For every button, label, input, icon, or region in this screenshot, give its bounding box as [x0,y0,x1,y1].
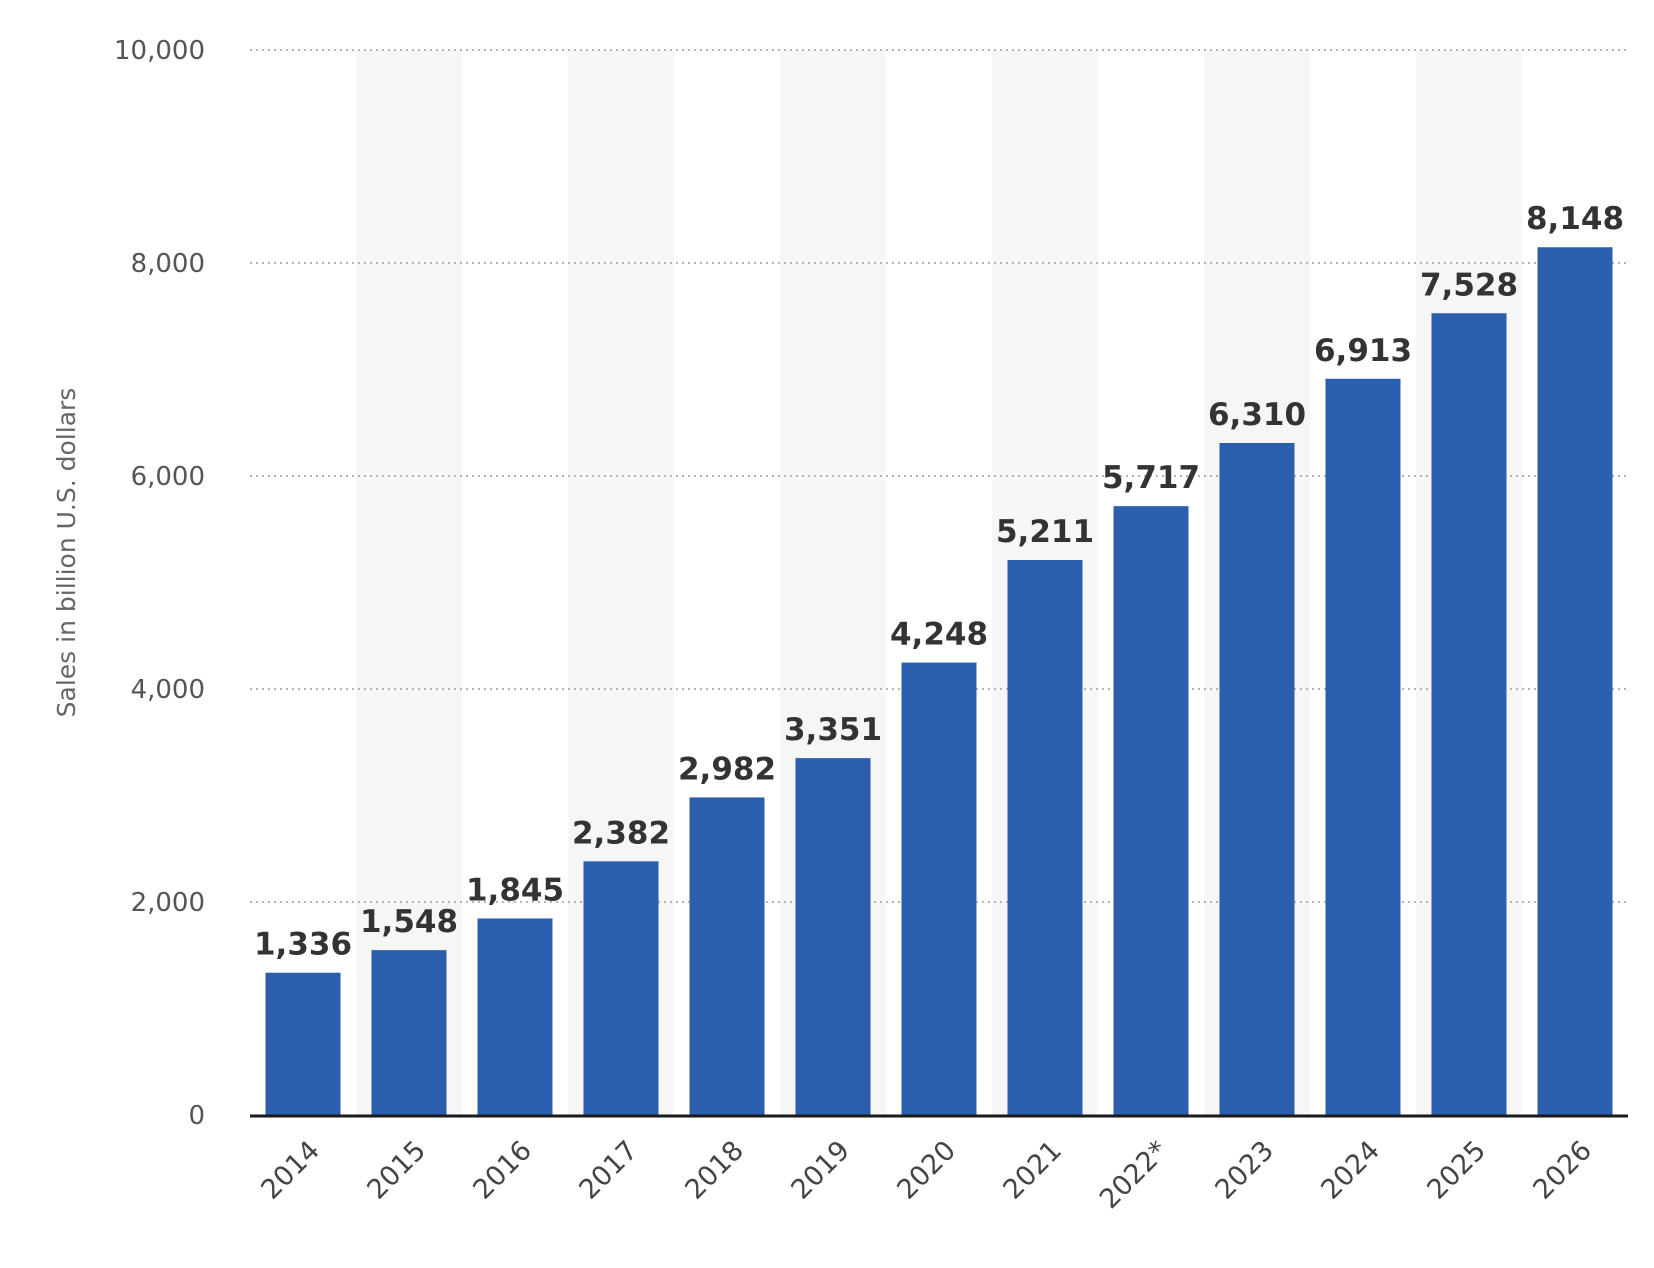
bars [265,247,1613,1115]
value-label: 5,211 [996,514,1094,550]
value-label: 6,913 [1314,333,1412,369]
value-label: 7,528 [1420,267,1518,303]
y-axis-title: Sales in billion U.S. dollars [52,388,81,718]
value-label: 2,982 [678,751,776,787]
x-tick-label: 2023 [1209,1135,1280,1206]
gridlines [250,49,1628,903]
bar [1431,313,1507,1115]
bar [1007,560,1083,1115]
x-tick-label: 2018 [679,1135,750,1206]
y-tick-label: 10,000 [114,36,205,66]
x-tick-label: 2021 [997,1135,1068,1206]
bar [1325,378,1401,1115]
bar [265,972,341,1115]
x-tick-label: 2024 [1315,1135,1386,1206]
x-tick-label: 2020 [891,1135,962,1206]
value-label: 1,845 [466,873,564,909]
bar [477,918,553,1115]
value-label: 2,382 [572,815,670,851]
y-tick-label: 6,000 [131,462,205,492]
bar [1219,442,1295,1115]
x-tick-label: 2022* [1094,1135,1174,1215]
value-label: 6,310 [1208,397,1306,433]
x-tick-label: 2017 [573,1135,644,1206]
bar [901,662,977,1115]
x-tick-label: 2015 [361,1135,432,1206]
value-label: 3,351 [784,712,882,748]
y-tick-label: 2,000 [131,888,205,918]
y-tick-label: 8,000 [131,249,205,279]
column-band [356,50,462,1115]
bar [1113,506,1189,1115]
value-label: 1,336 [254,927,352,963]
y-tick-label: 0 [188,1101,205,1131]
y-tick-label: 4,000 [131,675,205,705]
value-label: 4,248 [890,617,988,653]
value-label: 8,148 [1526,201,1624,237]
bar [795,758,871,1115]
value-label: 5,717 [1102,460,1200,496]
x-tick-label: 2016 [467,1135,538,1206]
y-axis-ticks: 0 2,000 4,000 6,000 8,000 10,000 [114,36,205,1131]
x-tick-label: 2026 [1527,1135,1598,1206]
value-label: 1,548 [360,904,458,940]
x-tick-label: 2019 [785,1135,856,1206]
bar [583,861,659,1115]
x-tick-label: 2014 [255,1135,326,1206]
bar [689,797,765,1115]
x-axis-labels: 2014 2015 2016 2017 2018 2019 2020 2021 2022* 202… [255,1135,1598,1215]
x-tick-label: 2025 [1421,1135,1492,1206]
bar [1537,247,1613,1115]
bar [371,950,447,1115]
